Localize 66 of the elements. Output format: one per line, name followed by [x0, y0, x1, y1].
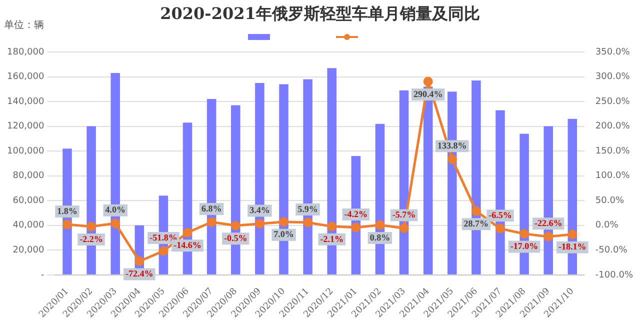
point	[158, 246, 168, 256]
y-tick-label: 60,000	[12, 196, 44, 206]
data-label: -72.4%	[126, 268, 154, 279]
data-label: -18.1%	[558, 242, 586, 252]
data-label: -17.0%	[510, 241, 538, 252]
data-label: 133.8%	[438, 140, 467, 150]
y-tick-label: 160,000	[7, 72, 44, 82]
point	[544, 232, 554, 242]
point	[375, 220, 385, 230]
point	[230, 220, 240, 230]
data-label: 1.8%	[57, 206, 78, 216]
point	[568, 230, 578, 240]
y-tick-label: 180,000	[7, 47, 44, 58]
point	[447, 154, 457, 164]
point	[206, 217, 216, 227]
y-tick-label: 20,000	[12, 246, 44, 256]
y2-tick-label: 200.0%	[595, 122, 630, 132]
y2-tick-label: 300.0%	[595, 72, 630, 82]
y-tick-label: 80,000	[12, 171, 44, 182]
data-label: 4.0%	[105, 204, 126, 215]
data-label: 6.8%	[201, 203, 222, 214]
point	[495, 224, 505, 234]
chart-title: 2020-2021年俄罗斯轻型车单月销量及同比	[160, 4, 480, 23]
y2-tick-label: 0.0%	[595, 220, 619, 231]
y2-tick-label: 250.0%	[595, 96, 630, 107]
data-label: 28.7%	[464, 218, 489, 228]
data-label: 7.0%	[274, 229, 294, 240]
point	[62, 220, 72, 230]
data-label: -2.2%	[80, 234, 103, 244]
point	[110, 218, 120, 228]
y2-tick-label: -50.0%	[595, 246, 628, 256]
data-label: -4.2%	[344, 208, 368, 219]
point	[520, 229, 530, 239]
point	[423, 76, 433, 86]
data-label: -5.7%	[392, 210, 416, 220]
data-label: 290.4%	[413, 88, 443, 99]
point	[351, 222, 361, 232]
point	[471, 206, 481, 216]
y2-tick-label: 50.0%	[595, 196, 624, 206]
y2-tick-label: -100.0%	[595, 270, 634, 280]
data-label: -6.5%	[488, 210, 512, 220]
data-label: -14.6%	[174, 240, 202, 250]
data-label: -0.5%	[224, 232, 248, 243]
point	[254, 218, 264, 228]
y-tick-label: -	[40, 270, 44, 280]
y-tick-label: 140,000	[7, 96, 44, 107]
text: 单位：辆	[4, 18, 44, 32]
point	[182, 228, 192, 238]
data-label: 3.4%	[250, 205, 270, 216]
point	[134, 256, 144, 266]
y2-tick-label: 350.0%	[595, 47, 630, 58]
data-label: -22.6%	[534, 218, 562, 228]
y-tick-label: 40,000	[12, 220, 44, 231]
data-label: 5.9%	[298, 204, 318, 214]
point	[86, 222, 96, 232]
y2-tick-label: 100.0%	[595, 171, 630, 182]
data-label: -2.1%	[320, 234, 344, 244]
point	[303, 218, 313, 228]
point	[327, 222, 337, 232]
data-label: 0.8%	[370, 232, 390, 242]
point	[399, 223, 409, 233]
y-tick-label: 100,000	[7, 146, 44, 156]
point	[278, 217, 288, 227]
y2-tick-label: 150.0%	[595, 146, 630, 156]
data-label: -51.8%	[150, 232, 178, 242]
y-tick-label: 120,000	[7, 122, 44, 132]
